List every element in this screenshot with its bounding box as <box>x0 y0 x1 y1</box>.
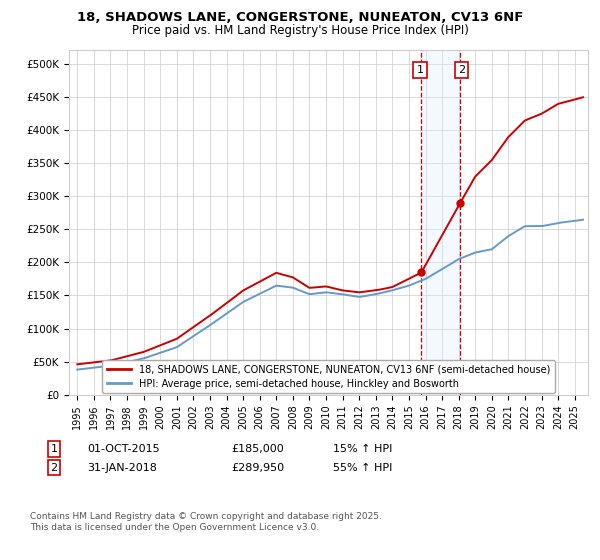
Text: 2: 2 <box>458 66 465 75</box>
Text: 18, SHADOWS LANE, CONGERSTONE, NUNEATON, CV13 6NF: 18, SHADOWS LANE, CONGERSTONE, NUNEATON,… <box>77 11 523 24</box>
Text: 31-JAN-2018: 31-JAN-2018 <box>87 463 157 473</box>
Text: 2: 2 <box>50 463 58 473</box>
Text: Price paid vs. HM Land Registry's House Price Index (HPI): Price paid vs. HM Land Registry's House … <box>131 24 469 37</box>
Text: 1: 1 <box>416 66 424 75</box>
Text: £185,000: £185,000 <box>231 444 284 454</box>
Bar <box>421 50 460 395</box>
Text: Contains HM Land Registry data © Crown copyright and database right 2025.
This d: Contains HM Land Registry data © Crown c… <box>30 512 382 532</box>
Legend: 18, SHADOWS LANE, CONGERSTONE, NUNEATON, CV13 6NF (semi-detached house), HPI: Av: 18, SHADOWS LANE, CONGERSTONE, NUNEATON,… <box>102 360 555 393</box>
Text: 1: 1 <box>50 444 58 454</box>
Text: 01-OCT-2015: 01-OCT-2015 <box>87 444 160 454</box>
Text: £289,950: £289,950 <box>231 463 284 473</box>
Text: 15% ↑ HPI: 15% ↑ HPI <box>333 444 392 454</box>
Text: 55% ↑ HPI: 55% ↑ HPI <box>333 463 392 473</box>
